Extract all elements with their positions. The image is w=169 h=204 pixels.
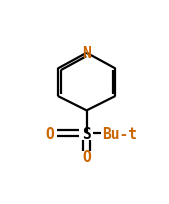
Text: Bu-t: Bu-t [102, 126, 137, 141]
Text: S: S [82, 126, 91, 141]
Text: N: N [82, 46, 91, 61]
Text: O: O [46, 126, 54, 141]
Text: O: O [82, 150, 91, 165]
